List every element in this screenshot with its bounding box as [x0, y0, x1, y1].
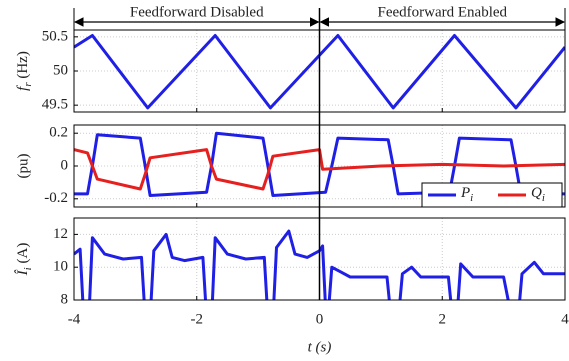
y-tick-label: 0	[61, 157, 69, 173]
annotation-text: Feedforward Disabled	[130, 4, 264, 20]
y-tick-label: 50	[53, 62, 68, 78]
plot-area	[74, 229, 565, 300]
line-series	[74, 131, 565, 197]
y-tick-label: 0.2	[49, 125, 68, 141]
legend-label: Qi	[531, 185, 545, 203]
y-axis-label: Îi (A)	[14, 243, 33, 277]
y-tick-label: -0.2	[44, 190, 68, 206]
y-tick-label: 8	[61, 291, 69, 307]
x-tick-label: -2	[191, 311, 204, 327]
x-tick-label: 4	[561, 311, 569, 327]
legend: Pi Qi	[421, 182, 563, 208]
y-tick-label: 12	[53, 226, 68, 242]
y-tick-label: 49.5	[42, 97, 68, 113]
plot-area	[74, 34, 565, 110]
x-tick-label: -4	[68, 311, 81, 327]
x-axis-label: t (s)	[308, 339, 332, 355]
y-axis-label: (pu)	[15, 154, 31, 179]
y-tick-label: 50.5	[42, 28, 68, 44]
x-tick-label: 0	[316, 311, 324, 327]
y-tick-label: 10	[53, 259, 68, 275]
line-series	[74, 148, 565, 191]
legend-label: Pi	[460, 185, 473, 203]
line-series	[74, 229, 565, 300]
line-series	[74, 34, 565, 110]
x-tick-label: 2	[439, 311, 447, 327]
annotation-text: Feedforward Enabled	[377, 4, 507, 20]
y-axis-label: fr (Hz)	[15, 51, 33, 91]
plot-area	[74, 131, 565, 197]
